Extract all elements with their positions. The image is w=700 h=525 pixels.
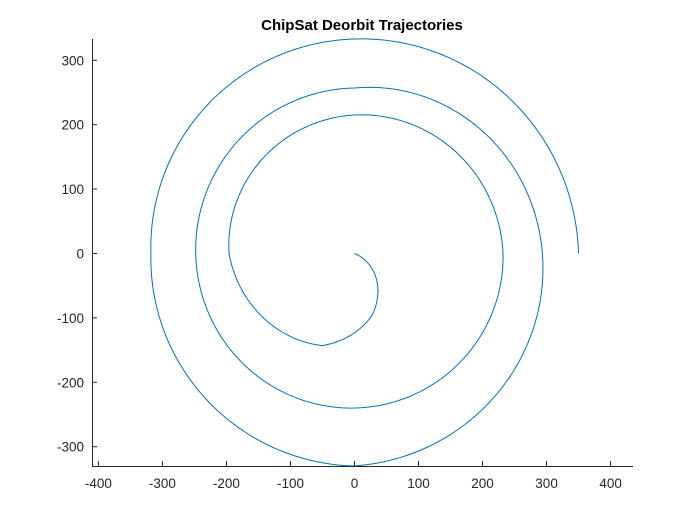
- x-tick-label-7: 300: [535, 476, 558, 491]
- y-tick-label-4: 100: [61, 182, 84, 197]
- x-tick-label-0: -400: [85, 476, 112, 491]
- y-tick-label-3: 0: [76, 246, 84, 261]
- series-line-0: [150, 38, 580, 467]
- x-tick-label-3: -100: [277, 476, 304, 491]
- axes-layer: -400 -300 -200 -100 0 100 200 300 400 -300 -200 -10…: [57, 39, 633, 491]
- y-tick-label-6: 300: [61, 53, 84, 68]
- x-tick-label-4: 0: [351, 476, 359, 491]
- x-tick-label-5: 100: [407, 476, 430, 491]
- y-tick-label-2: -100: [57, 311, 84, 326]
- y-tick-label-1: -200: [57, 375, 84, 390]
- x-tick-label-8: 400: [599, 476, 622, 491]
- series-layer: [150, 38, 580, 467]
- chart-title: ChipSat Deorbit Trajectories: [261, 17, 463, 34]
- x-tick-label-1: -300: [149, 476, 176, 491]
- x-tick-label-6: 200: [471, 476, 494, 491]
- plot-area: [92, 39, 633, 466]
- y-tick-label-0: -300: [57, 440, 84, 455]
- y-tick-label-5: 200: [61, 118, 84, 133]
- x-tick-label-2: -200: [213, 476, 240, 491]
